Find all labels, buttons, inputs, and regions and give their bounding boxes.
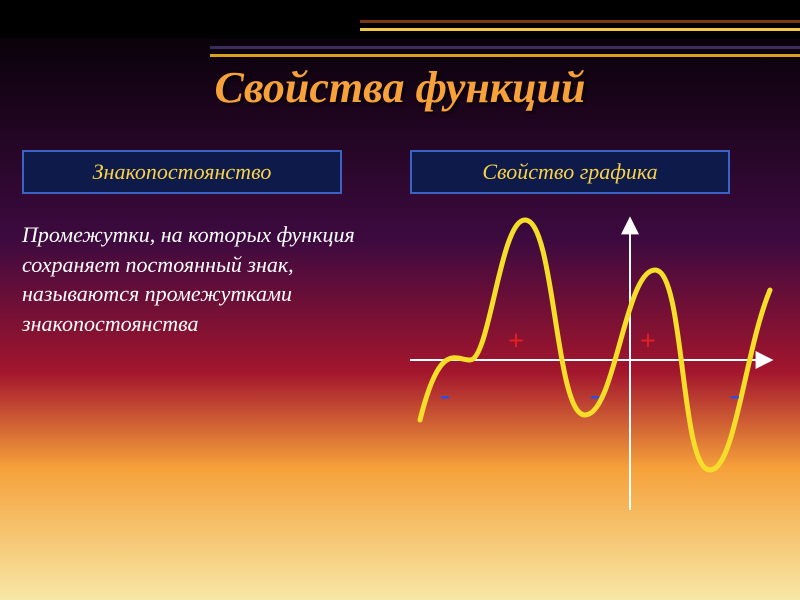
plus-sign: + xyxy=(508,326,524,358)
minus-sign: - xyxy=(590,378,600,412)
minus-sign: - xyxy=(440,378,450,412)
plus-sign: + xyxy=(640,326,656,358)
section-header-right: Свойство графика xyxy=(410,150,730,194)
minus-sign: - xyxy=(730,378,740,412)
body-paragraph: Промежутки, на которых функция сохраняет… xyxy=(22,220,362,339)
section-right-label: Свойство графика xyxy=(482,159,657,185)
chart-svg xyxy=(400,210,780,530)
top-bar xyxy=(0,0,800,38)
section-left-label: Знакопостоянство xyxy=(93,159,272,185)
page-title: Свойства функций xyxy=(0,62,800,113)
sign-chart: + + - - - xyxy=(400,210,780,530)
section-header-left: Знакопостоянство xyxy=(22,150,342,194)
